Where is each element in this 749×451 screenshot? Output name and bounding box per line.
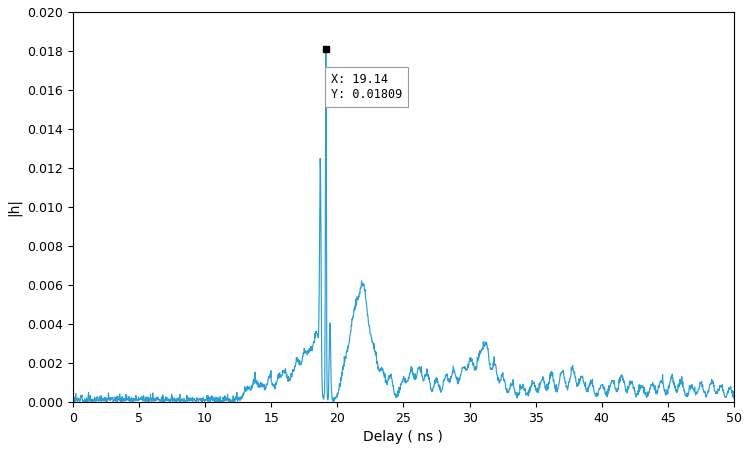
Y-axis label: |h|: |h|	[7, 198, 22, 216]
X-axis label: Delay ( ns ): Delay ( ns )	[363, 430, 443, 444]
Text: X: 19.14
Y: 0.01809: X: 19.14 Y: 0.01809	[331, 73, 402, 101]
